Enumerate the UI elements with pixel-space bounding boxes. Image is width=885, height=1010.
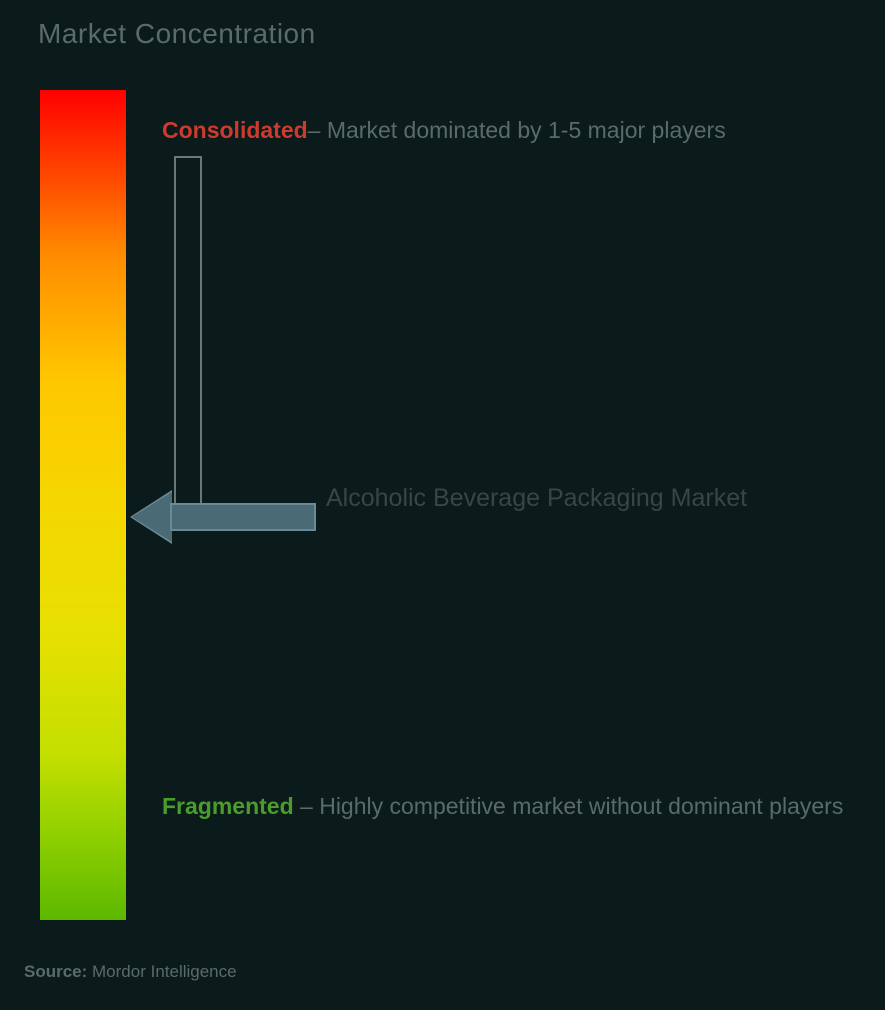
arrow-left-icon <box>132 492 172 542</box>
market-pointer-arrow <box>132 492 316 542</box>
market-name-label: Alcoholic Beverage Packaging Market <box>326 480 747 518</box>
consolidated-label: Consolidated <box>162 117 308 143</box>
arrow-body <box>170 503 316 531</box>
source-attribution: Source: Mordor Intelligence <box>24 962 237 982</box>
page-title: Market Concentration <box>38 18 316 50</box>
fragmented-caption: Fragmented – Highly competitive market w… <box>162 780 853 833</box>
fragmented-desc: – Highly competitive market without domi… <box>294 793 844 819</box>
fragmented-label: Fragmented <box>162 793 294 819</box>
consolidated-caption: Consolidated– Market dominated by 1-5 ma… <box>162 104 853 157</box>
source-name: Mordor Intelligence <box>87 962 236 981</box>
bracket-top-line <box>174 156 202 158</box>
consolidated-desc: – Market dominated by 1-5 major players <box>308 117 726 143</box>
source-prefix: Source: <box>24 962 87 981</box>
bracket-right-line <box>200 156 202 508</box>
concentration-gradient-bar <box>40 90 126 920</box>
bracket-left-line <box>174 156 176 508</box>
